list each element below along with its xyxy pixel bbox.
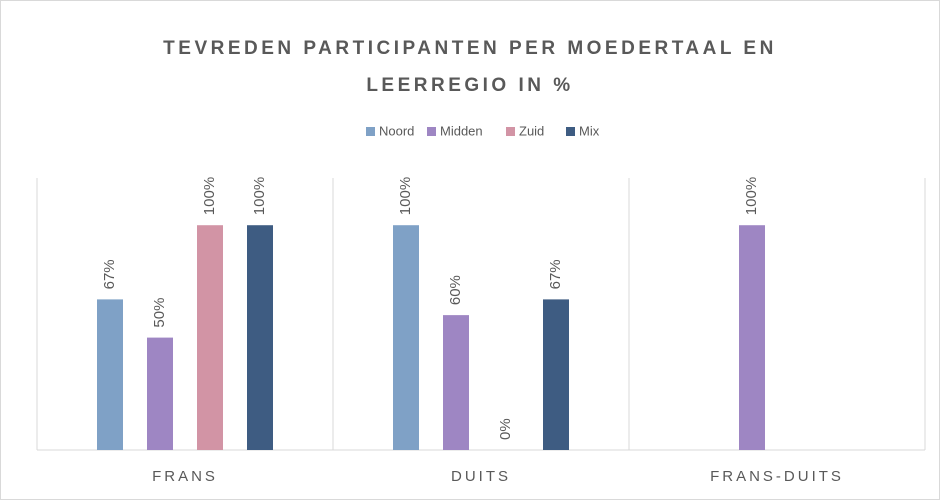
bar bbox=[543, 299, 569, 450]
data-label: 100% bbox=[743, 177, 760, 215]
legend-swatch bbox=[366, 127, 375, 136]
data-label: 100% bbox=[397, 177, 414, 215]
bar bbox=[393, 225, 419, 450]
legend-swatch bbox=[427, 127, 436, 136]
data-label: 60% bbox=[447, 275, 464, 305]
data-label: 67% bbox=[101, 259, 118, 289]
legend-swatch bbox=[506, 127, 515, 136]
bar bbox=[739, 225, 765, 450]
data-label: 100% bbox=[251, 177, 268, 215]
x-tick-label: FRANS bbox=[152, 468, 218, 485]
bar bbox=[197, 225, 223, 450]
bar bbox=[443, 315, 469, 450]
legend-swatch bbox=[566, 127, 575, 136]
x-tick-label: DUITS bbox=[451, 468, 511, 485]
legend-label: Noord bbox=[379, 123, 414, 138]
legend-label: Midden bbox=[440, 123, 483, 138]
bar bbox=[97, 299, 123, 450]
bar bbox=[147, 337, 173, 450]
x-tick-label: FRANS-DUITS bbox=[710, 468, 844, 485]
data-label: 0% bbox=[497, 418, 514, 440]
bar bbox=[247, 225, 273, 450]
data-label: 50% bbox=[151, 298, 168, 328]
chart-title: TEVREDEN PARTICIPANTEN PER MOEDERTAAL EN… bbox=[163, 38, 777, 96]
data-label: 100% bbox=[201, 177, 218, 215]
legend-label: Zuid bbox=[519, 123, 544, 138]
data-label: 67% bbox=[547, 259, 564, 289]
legend-label: Mix bbox=[579, 123, 600, 138]
